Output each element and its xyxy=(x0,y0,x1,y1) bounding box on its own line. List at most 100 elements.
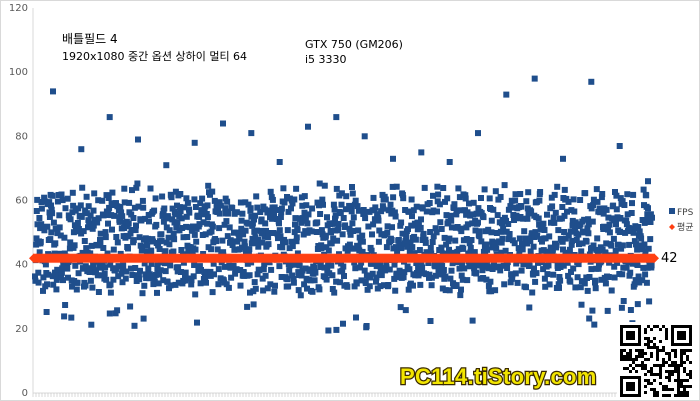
fps-point xyxy=(373,274,380,281)
fps-point xyxy=(120,262,127,269)
fps-point xyxy=(209,188,216,195)
fps-point xyxy=(119,266,126,273)
fps-point xyxy=(292,215,299,222)
fps-point xyxy=(592,285,599,292)
fps-point xyxy=(505,236,512,243)
fps-point xyxy=(233,209,240,216)
fps-point xyxy=(350,245,357,252)
fps-point xyxy=(463,236,470,242)
fps-point xyxy=(240,269,247,276)
fps-point xyxy=(62,205,69,212)
fps-point xyxy=(40,224,47,231)
fps-point xyxy=(475,205,482,212)
fps-point xyxy=(509,271,516,278)
fps-point xyxy=(177,191,184,197)
fps-point xyxy=(191,262,198,268)
fps-point xyxy=(253,193,260,200)
fps-point xyxy=(289,243,296,250)
qr-module xyxy=(629,349,632,352)
fps-point xyxy=(213,238,220,245)
fps-point xyxy=(338,260,345,267)
fps-point xyxy=(207,191,213,198)
fps-point xyxy=(564,208,570,215)
fps-point xyxy=(359,232,366,239)
fps-point xyxy=(432,225,439,232)
fps-point xyxy=(114,307,121,314)
fps-point xyxy=(319,196,326,203)
qr-module xyxy=(680,379,683,382)
qr-module xyxy=(650,367,653,370)
qr-module xyxy=(644,367,647,370)
fps-point xyxy=(356,247,363,254)
qr-module xyxy=(641,367,644,370)
fps-point xyxy=(129,187,135,194)
fps-point xyxy=(634,301,641,308)
fps-point xyxy=(542,283,549,290)
fps-point xyxy=(171,236,178,243)
fps-point xyxy=(514,279,521,286)
fps-point xyxy=(467,212,474,219)
fps-point xyxy=(64,195,71,202)
fps-point xyxy=(518,267,525,274)
fps-point xyxy=(645,205,651,212)
fps-point xyxy=(485,226,492,233)
fps-point xyxy=(389,183,396,190)
fps-point xyxy=(536,221,543,228)
fps-point xyxy=(183,213,190,220)
fps-point xyxy=(72,262,79,269)
fps-point xyxy=(416,270,423,277)
fps-point xyxy=(153,221,160,228)
fps-point xyxy=(497,267,504,274)
qr-module xyxy=(653,343,656,346)
qr-module xyxy=(656,394,659,397)
fps-point xyxy=(625,228,631,235)
fps-point xyxy=(271,204,278,211)
fps-point xyxy=(512,197,519,204)
fps-point xyxy=(178,215,185,222)
fps-outlier-point xyxy=(645,178,651,185)
fps-point xyxy=(398,219,405,226)
fps-point xyxy=(562,249,569,256)
fps-point xyxy=(89,225,96,232)
fps-point xyxy=(117,250,124,257)
fps-point xyxy=(606,221,613,228)
fps-point xyxy=(549,246,556,253)
qr-module xyxy=(680,352,683,355)
qr-module xyxy=(656,364,659,367)
fps-point xyxy=(36,249,43,256)
fps-point xyxy=(460,245,467,252)
fps-outlier-point xyxy=(390,155,396,162)
fps-point xyxy=(267,281,274,288)
fps-point xyxy=(586,315,593,322)
fps-point xyxy=(361,209,368,216)
fps-point xyxy=(213,203,220,210)
fps-outlier-point xyxy=(418,149,425,156)
fps-point xyxy=(528,208,535,215)
watermark-text: PC114.tiStory.com xyxy=(400,364,597,389)
fps-point xyxy=(459,276,466,283)
fps-point xyxy=(557,277,564,284)
fps-point xyxy=(507,203,514,210)
fps-point xyxy=(355,244,362,251)
qr-module xyxy=(677,370,680,373)
fps-point xyxy=(430,192,436,199)
qr-module xyxy=(650,328,653,331)
fps-point xyxy=(261,233,268,240)
fps-point xyxy=(297,292,304,299)
fps-point xyxy=(400,274,407,281)
fps-point xyxy=(643,192,650,199)
fps-point xyxy=(561,229,568,235)
fps-point xyxy=(505,206,512,213)
fps-point xyxy=(588,266,595,273)
fps-point xyxy=(155,280,162,287)
fps-point xyxy=(38,199,45,205)
fps-point xyxy=(415,220,422,227)
qr-module xyxy=(668,355,671,358)
fps-point xyxy=(506,231,513,237)
fps-point xyxy=(464,209,471,216)
fps-point xyxy=(638,235,645,242)
fps-point xyxy=(188,227,195,234)
fps-point xyxy=(89,284,96,291)
fps-point xyxy=(309,288,316,295)
qr-module xyxy=(647,382,650,385)
